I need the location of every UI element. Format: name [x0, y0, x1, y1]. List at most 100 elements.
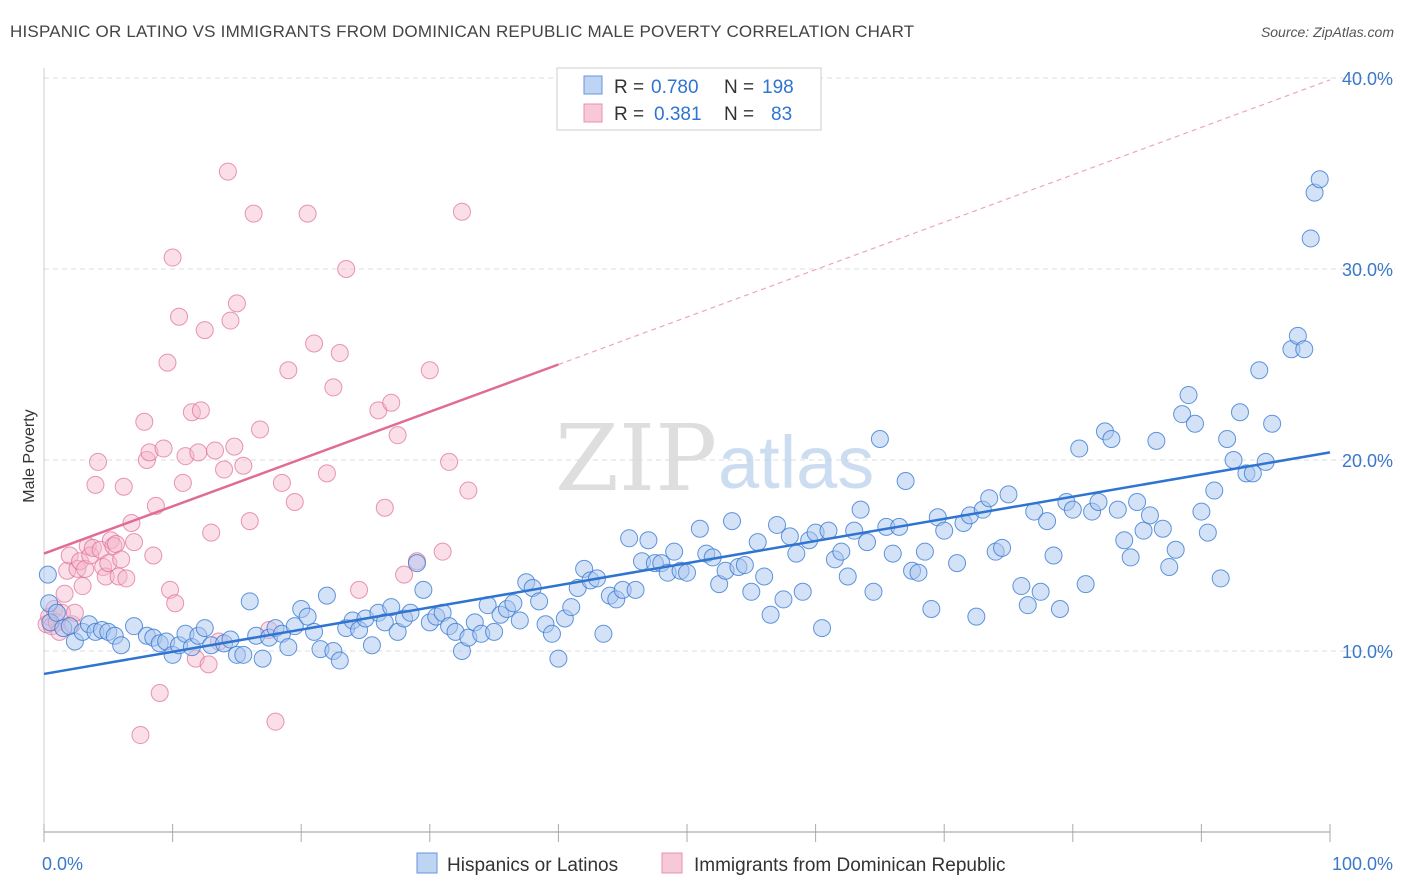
- blue-point: [909, 563, 928, 582]
- pink-point: [125, 533, 144, 552]
- pink-point: [279, 361, 298, 380]
- series-legend-swatch-pink: [661, 852, 683, 874]
- blue-point: [504, 594, 523, 613]
- pink-point: [170, 307, 189, 326]
- blue-point: [485, 622, 504, 641]
- blue-point: [922, 599, 941, 618]
- pink-point: [114, 477, 133, 496]
- blue-point: [787, 544, 806, 563]
- blue-point: [626, 580, 645, 599]
- pink-point: [225, 437, 244, 456]
- blue-point: [1063, 500, 1082, 519]
- blue-point: [407, 554, 426, 573]
- pink-point: [395, 565, 414, 584]
- pink-point: [440, 452, 459, 471]
- series-legend-swatch-blue: [416, 852, 438, 874]
- x-tick-label-max: 100.0%: [1332, 854, 1393, 874]
- blue-point: [1250, 361, 1269, 380]
- blue-point: [240, 592, 259, 611]
- blue-point: [1160, 557, 1179, 576]
- pink-point: [89, 452, 108, 471]
- blue-point: [1173, 405, 1192, 424]
- blue-point: [793, 582, 812, 601]
- pink-point: [109, 567, 128, 586]
- pink-point: [266, 712, 285, 731]
- blue-point: [620, 529, 639, 548]
- watermark: ZIP atlas: [555, 405, 874, 512]
- blue-point: [1218, 429, 1237, 448]
- blue-point: [362, 636, 381, 655]
- blue-point: [774, 590, 793, 609]
- blue-point: [883, 544, 902, 563]
- blue-point: [510, 611, 529, 630]
- blue-point: [1140, 506, 1159, 525]
- blue-trend-line: [43, 451, 1331, 676]
- blue-point: [1301, 229, 1320, 248]
- blue-point: [755, 567, 774, 586]
- blue-point: [1089, 493, 1108, 512]
- blue-point: [858, 533, 877, 552]
- y-tick-label: 30.0%: [1342, 260, 1393, 280]
- blue-point: [678, 563, 696, 582]
- trend-lines: [43, 79, 1331, 676]
- pink-point: [107, 535, 126, 554]
- pink-point: [96, 567, 115, 586]
- pink-point: [420, 361, 439, 380]
- blue-point: [1050, 599, 1069, 618]
- pink-point: [117, 569, 136, 588]
- blue-point: [1185, 414, 1204, 433]
- blue-point: [832, 542, 851, 561]
- pink-point: [55, 584, 74, 603]
- pink-point: [215, 460, 234, 479]
- pink-point: [166, 594, 185, 613]
- pink-point: [161, 580, 180, 599]
- blue-point: [1205, 481, 1224, 500]
- blue-point: [1263, 414, 1282, 433]
- pink-trend-extension: [558, 79, 1331, 366]
- blue-point: [317, 586, 336, 605]
- blue-point: [1211, 569, 1230, 588]
- y-axis-title: Male Poverty: [21, 409, 38, 502]
- y-tick-label: 10.0%: [1342, 642, 1393, 662]
- blue-point: [253, 649, 272, 668]
- blue-point: [1295, 340, 1314, 359]
- pink-point: [221, 311, 240, 330]
- legend-r-label-blue: R =: [614, 77, 644, 98]
- pink-point: [135, 412, 154, 431]
- legend-n-value-blue: 198: [762, 77, 794, 98]
- blue-point: [1128, 493, 1147, 512]
- blue-point: [1018, 596, 1037, 615]
- pink-point: [154, 439, 173, 458]
- grid-layer: [44, 77, 1395, 652]
- blue-point: [742, 582, 761, 601]
- legend-n-value-pink: 83: [771, 104, 792, 125]
- legend-r-value-pink: 0.381: [654, 104, 702, 125]
- pink-point: [199, 655, 218, 674]
- pink-point: [163, 248, 182, 267]
- blue-point: [948, 554, 967, 573]
- blue-point: [1108, 500, 1127, 519]
- pink-point: [330, 344, 349, 363]
- pink-point: [182, 403, 201, 422]
- blue-point: [1224, 451, 1243, 469]
- blue-point: [195, 619, 214, 638]
- pink-point: [272, 473, 291, 492]
- blue-point: [542, 624, 561, 643]
- pink-point: [195, 321, 214, 340]
- blue-point: [1102, 429, 1121, 448]
- blue-point: [530, 592, 549, 611]
- pink-point: [189, 443, 208, 462]
- blue-point: [761, 605, 780, 624]
- pink-point: [234, 456, 253, 475]
- blue-point: [851, 500, 870, 519]
- blue-point: [639, 531, 658, 550]
- blue-point: [993, 538, 1012, 557]
- blue-point: [1230, 403, 1249, 422]
- y-tick-labels: 10.0% 20.0% 30.0% 40.0%: [1342, 69, 1393, 662]
- blue-point: [999, 485, 1018, 504]
- pink-point: [375, 498, 394, 517]
- pink-series-points: [37, 162, 478, 745]
- watermark-atlas: atlas: [718, 421, 874, 504]
- pink-point: [452, 202, 471, 221]
- pink-point: [60, 546, 79, 565]
